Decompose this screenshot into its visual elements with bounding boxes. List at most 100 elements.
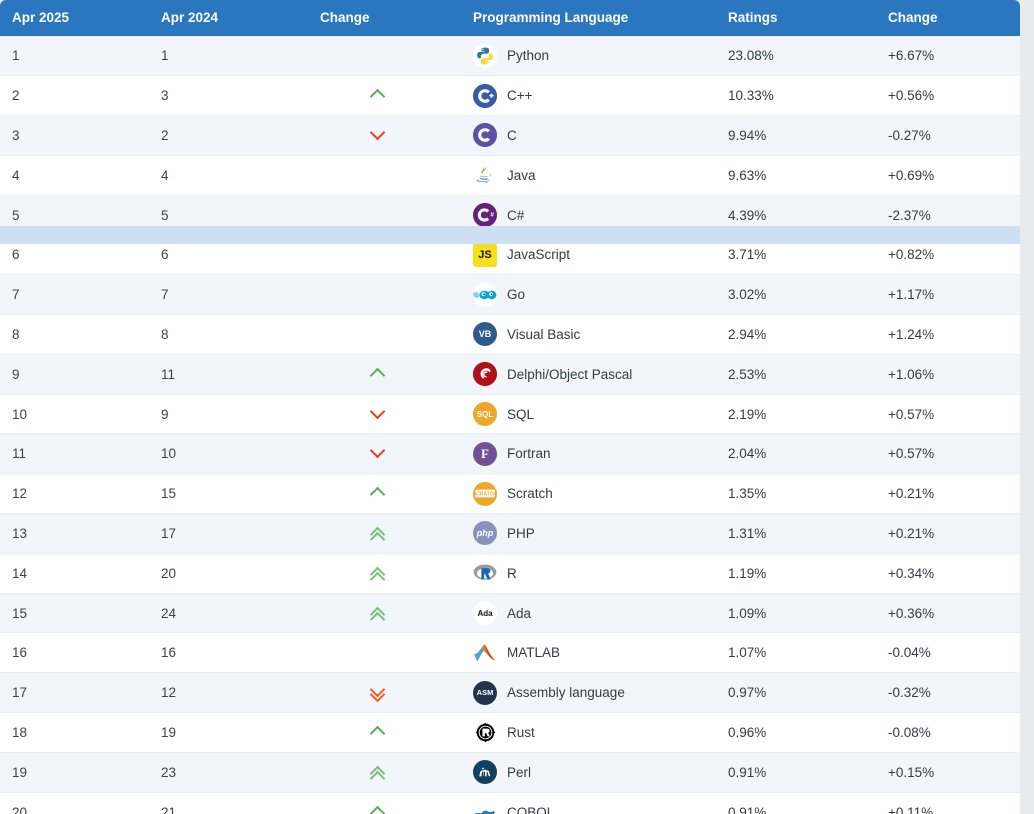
cell-rank-current: 4 <box>12 167 20 183</box>
cell-language[interactable]: JS JavaScript <box>465 235 720 275</box>
language-name: C <box>507 127 517 143</box>
cell-rank-previous: 12 <box>155 672 310 714</box>
cell-rank-change <box>310 633 465 673</box>
arrow-up-icon <box>369 723 386 742</box>
language-name: C++ <box>507 88 533 104</box>
cell-language[interactable]: Rust <box>465 713 720 753</box>
column-header-apr2024[interactable]: Apr 2024 <box>155 0 310 36</box>
table-row[interactable]: 5 5 # C# 4.39% -2.37% <box>0 194 1020 236</box>
table-row[interactable]: 3 2 C 9.94% -0.27% <box>0 115 1020 156</box>
language-name: Go <box>507 287 526 303</box>
arrow-up-icon <box>369 803 386 814</box>
cell-ratings: 1.09% <box>720 592 880 634</box>
cell-ratings: 2.19% <box>728 406 767 422</box>
cell-language[interactable]: F Fortran <box>465 433 720 475</box>
cell-rank-current: 18 <box>12 724 28 740</box>
scratch-icon: SCRATCH <box>473 481 497 506</box>
table-row[interactable]: 1 1 Python 23.08% +6.67% <box>0 35 1020 77</box>
cell-rating-change: +0.57% <box>888 406 935 422</box>
column-header-ratings[interactable]: Ratings <box>720 0 880 36</box>
cell-rank-current: 20 <box>12 804 28 814</box>
cell-rank-previous: 6 <box>161 247 169 263</box>
language-name: Fortran <box>507 446 551 462</box>
cell-ratings: 2.04% <box>720 433 880 475</box>
cell-language[interactable]: COBOL <box>465 792 720 814</box>
cell-ratings: 1.07% <box>728 645 767 661</box>
table-row[interactable]: 6 6 JS JavaScript 3.71% +0.82% <box>0 234 1020 275</box>
python-icon <box>473 43 497 68</box>
column-header-apr2025[interactable]: Apr 2025 <box>0 0 155 36</box>
cell-rating-change: +1.24% <box>888 326 935 342</box>
language-name: COBOL <box>507 804 555 814</box>
language-name: Java <box>507 167 536 183</box>
double-arrow-up-icon <box>369 604 386 627</box>
cell-rating-change: -0.27% <box>880 115 1020 156</box>
arrow-down-icon <box>369 403 386 421</box>
double-arrow-up-icon <box>369 564 386 588</box>
table-row[interactable]: 13 17 php PHP 1.31% +0.21% <box>0 513 1020 554</box>
cell-rating-change: +0.57% <box>880 433 1020 475</box>
cell-language[interactable]: Python <box>465 35 720 77</box>
table-row[interactable]: 10 9 SQL SQL 2.19% +0.57% <box>0 394 1020 434</box>
table-row[interactable]: 9 11 Delphi/Object Pascal 2.53% +1.06% <box>0 353 1020 395</box>
cell-language[interactable]: # C# <box>465 194 720 236</box>
cell-language[interactable]: Ada Ada <box>465 592 720 634</box>
table-row[interactable]: 7 7 Go 3.02% +1.17% <box>0 274 1020 316</box>
table-row[interactable]: 11 10 F Fortran 2.04% +0.57% <box>0 433 1020 475</box>
header-row: Apr 2025 Apr 2024 Change Programming Lan… <box>0 0 1020 36</box>
cell-rating-change: -0.08% <box>888 724 931 740</box>
table-row[interactable]: 16 16 MATLAB 1.07% -0.04% <box>0 632 1020 673</box>
cell-rating-change: +0.56% <box>888 88 935 104</box>
cell-rank-change <box>310 592 465 634</box>
column-header-change-rank[interactable]: Change <box>310 0 465 36</box>
table-row[interactable]: 15 24 Ada Ada 1.09% +0.36% <box>0 592 1020 634</box>
cell-rating-change: +6.67% <box>880 35 1020 77</box>
cell-language[interactable]: C++ <box>465 76 720 116</box>
table-row[interactable]: 20 21 COBOL 0.91% +0.11% <box>0 792 1020 814</box>
cell-rank-current: 6 <box>12 247 20 263</box>
cell-rank-change <box>310 713 465 753</box>
cell-rating-change: +0.82% <box>888 247 935 263</box>
cell-language[interactable]: php PHP <box>465 513 720 554</box>
cell-language[interactable]: C <box>465 115 720 156</box>
cell-rank-current: 10 <box>12 406 28 422</box>
table-row[interactable]: 4 4 Java 9.63% +0.69% <box>0 155 1020 196</box>
java-icon <box>473 163 497 188</box>
cell-language[interactable]: SCRATCH Scratch <box>465 474 720 514</box>
cell-language[interactable]: Go <box>465 274 720 316</box>
table-row[interactable]: 19 23 Perl 0.91% +0.15% <box>0 751 1020 793</box>
table-row[interactable]: 12 15 SCRATCH Scratch 1.35% +0.21% <box>0 473 1020 514</box>
table-row[interactable]: 14 20 R 1.19% +0.34% <box>0 553 1020 594</box>
cell-rank-current: 3 <box>0 115 155 156</box>
cell-language[interactable]: SQL SQL <box>465 394 720 434</box>
cell-language[interactable]: VB Visual Basic <box>465 315 720 355</box>
cell-language[interactable]: R <box>465 553 720 593</box>
cell-ratings: 2.94% <box>728 326 767 342</box>
double-arrow-up-icon <box>369 763 386 787</box>
table-row[interactable]: 2 3 C++ 10.33% +0.56% <box>0 75 1020 116</box>
cell-rank-previous: 23 <box>155 751 310 793</box>
cell-language[interactable]: Delphi/Object Pascal <box>465 353 720 395</box>
table-row[interactable]: 17 12 ASM Assembly language 0.97% -0.32% <box>0 672 1020 714</box>
cell-rank-change <box>310 115 465 156</box>
cell-rating-change: +0.15% <box>880 751 1020 793</box>
cell-rank-change <box>310 394 465 434</box>
cell-rank-change <box>310 792 465 814</box>
fortran-icon: F <box>473 441 497 466</box>
cell-language[interactable]: Java <box>465 155 720 195</box>
cell-language[interactable]: ASM Assembly language <box>465 672 720 714</box>
column-header-programming-language[interactable]: Programming Language <box>465 0 720 36</box>
cell-rank-change <box>310 274 465 316</box>
language-name: Perl <box>507 764 532 780</box>
c-icon <box>473 123 497 148</box>
rust-icon <box>473 720 497 745</box>
cell-rating-change: +0.69% <box>888 167 935 183</box>
cell-rating-change: +0.21% <box>888 486 935 502</box>
table-row[interactable]: 8 8 VB Visual Basic 2.94% +1.24% <box>0 314 1020 355</box>
cell-language[interactable]: Perl <box>465 751 720 793</box>
cell-language[interactable]: MATLAB <box>465 633 720 673</box>
column-header-change-rating[interactable]: Change <box>880 0 1020 36</box>
cell-rank-current: 16 <box>12 645 28 661</box>
cell-rating-change: -2.37% <box>880 194 1020 236</box>
table-row[interactable]: 18 19 Rust 0.96% -0.08% <box>0 712 1020 753</box>
